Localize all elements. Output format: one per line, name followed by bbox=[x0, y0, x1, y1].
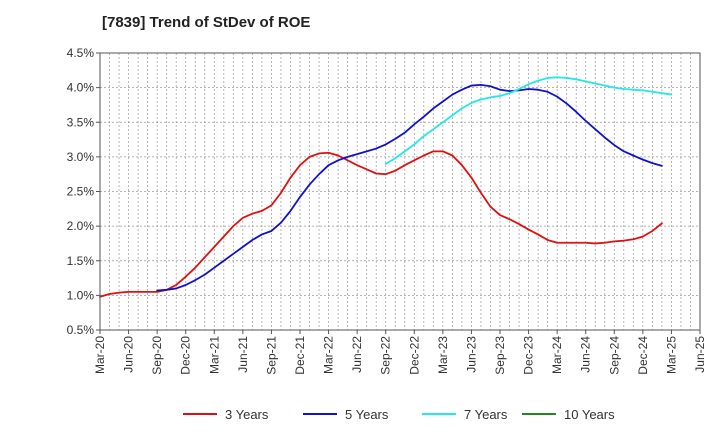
grid-layer bbox=[100, 53, 700, 330]
y-tick-label: 2.5% bbox=[67, 185, 95, 199]
x-tick-label: Mar-20 bbox=[93, 336, 107, 374]
x-tick-label: Dec-21 bbox=[293, 336, 307, 375]
legend-label-7-years: 7 Years bbox=[464, 407, 508, 422]
x-tick-label: Jun-25 bbox=[693, 336, 707, 373]
y-tick-label: 4.0% bbox=[67, 81, 95, 95]
x-tick-label: Jun-20 bbox=[122, 336, 136, 373]
chart-title: [7839] Trend of StDev of ROE bbox=[102, 14, 311, 31]
x-axis-ticks: Mar-20 Jun-20 Sep-20 Dec-20 Mar-21 Jun-21 Sep-… bbox=[93, 330, 707, 375]
legend-label-3-years: 3 Years bbox=[225, 407, 269, 422]
y-tick-label: 4.5% bbox=[67, 46, 95, 60]
x-tick-label: Mar-24 bbox=[550, 336, 564, 374]
legend-label-5-years: 5 Years bbox=[345, 407, 389, 422]
y-tick-label: 3.0% bbox=[67, 150, 95, 164]
x-tick-label: Mar-21 bbox=[207, 336, 221, 374]
y-tick-label: 3.5% bbox=[67, 115, 95, 129]
x-tick-label: Dec-23 bbox=[522, 336, 536, 375]
series-layer bbox=[99, 76, 673, 298]
y-axis-ticks: 0.5% 1.0% 1.5% 2.0% 2.5% 3.0% 3.5% 4.0% 4.5% bbox=[67, 46, 100, 337]
x-tick-label: Sep-20 bbox=[150, 336, 164, 375]
x-tick-label: Dec-20 bbox=[179, 336, 193, 375]
series-line-5-years bbox=[156, 83, 663, 292]
y-tick-label: 1.5% bbox=[67, 254, 95, 268]
x-tick-label: Sep-23 bbox=[493, 336, 507, 375]
x-tick-label: Jun-23 bbox=[464, 336, 478, 373]
x-tick-label: Dec-24 bbox=[636, 336, 650, 375]
legend-label-10-years: 10 Years bbox=[564, 407, 615, 422]
x-tick-label: Sep-24 bbox=[607, 336, 621, 375]
y-tick-label: 1.0% bbox=[67, 288, 95, 302]
x-tick-label: Mar-22 bbox=[322, 336, 336, 374]
legend: 3 Years 5 Years 7 Years 10 Years bbox=[183, 407, 615, 422]
x-tick-label: Sep-22 bbox=[379, 336, 393, 375]
x-tick-label: Sep-21 bbox=[264, 336, 278, 375]
y-tick-label: 2.0% bbox=[67, 219, 95, 233]
x-tick-label: Jun-22 bbox=[350, 336, 364, 373]
series-line-3-years bbox=[99, 150, 663, 298]
y-tick-label: 0.5% bbox=[67, 323, 95, 337]
x-tick-label: Mar-23 bbox=[436, 336, 450, 374]
x-tick-label: Dec-22 bbox=[407, 336, 421, 375]
x-tick-label: Jun-24 bbox=[579, 336, 593, 373]
x-tick-label: Mar-25 bbox=[664, 336, 678, 374]
x-tick-label: Jun-21 bbox=[236, 336, 250, 373]
series-line-7-years bbox=[384, 76, 673, 165]
